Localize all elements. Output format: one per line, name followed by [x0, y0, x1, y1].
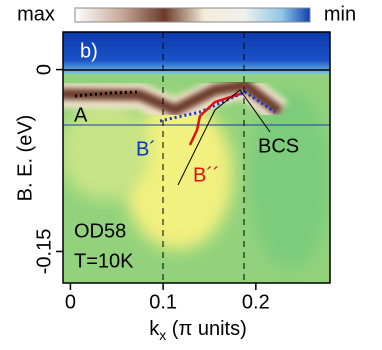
y-tick-label: -0.15 — [33, 229, 55, 275]
annotation: T=10K — [74, 250, 134, 272]
x-tick-label: 0 — [65, 291, 76, 313]
x-axis-label: kx (π units) — [149, 318, 246, 342]
colorbar — [74, 7, 311, 23]
colorbar-max: max — [17, 3, 55, 25]
annotation: B´ — [136, 138, 156, 160]
x-label-sub: x — [159, 327, 166, 343]
y-tick-label: 0 — [33, 64, 55, 75]
plot-frame — [62, 31, 331, 284]
y-axis-label: B. E. (eV) — [14, 115, 36, 202]
intensity-map — [63, 32, 330, 283]
x-label-main: k — [149, 318, 160, 340]
x-label-rest: (π units) — [166, 318, 246, 340]
x-tick-label: 0.1 — [149, 291, 177, 313]
colorbar-min: min — [324, 3, 356, 25]
x-tick-label: 0.2 — [242, 291, 270, 313]
annotation: A — [74, 104, 88, 126]
annotation: OD58 — [74, 220, 126, 242]
annotation: B´´ — [193, 164, 220, 186]
panel-label: b) — [80, 40, 98, 62]
annotation: BCS — [258, 135, 299, 157]
